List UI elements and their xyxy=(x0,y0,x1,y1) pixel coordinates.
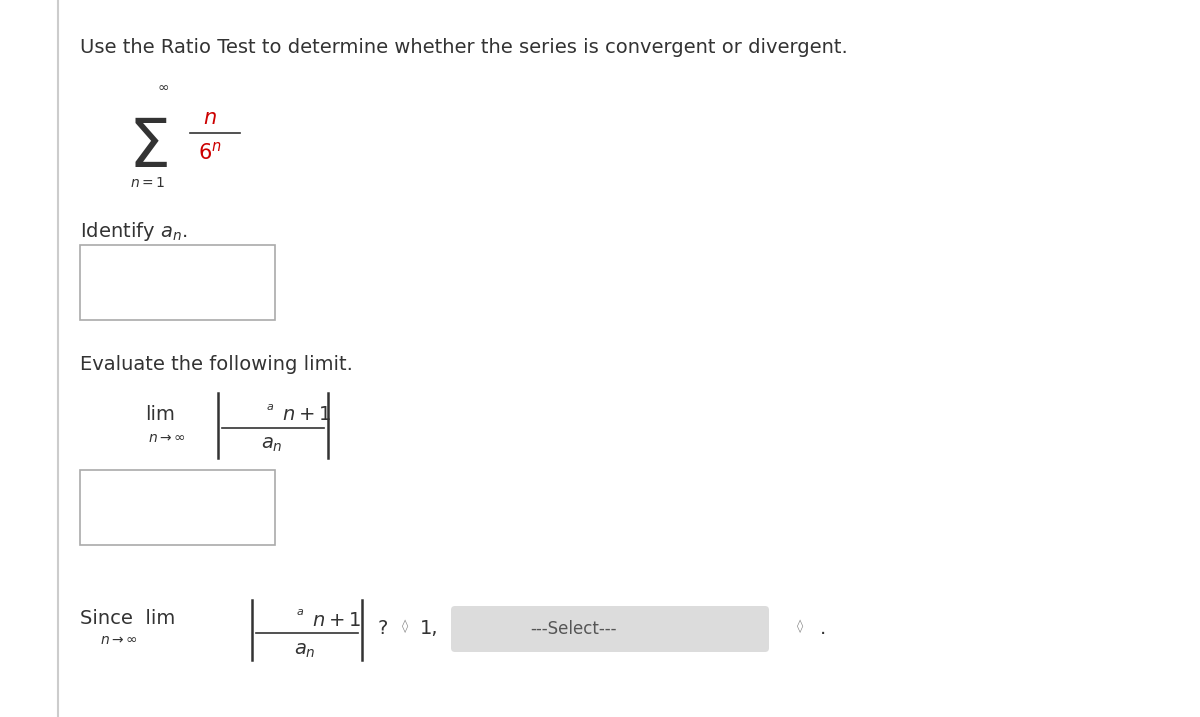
Text: $\infty$: $\infty$ xyxy=(157,80,169,94)
Text: $n = 1$: $n = 1$ xyxy=(130,176,166,190)
Text: $n \rightarrow \infty$: $n \rightarrow \infty$ xyxy=(148,431,186,445)
Text: ◊: ◊ xyxy=(402,619,408,633)
Text: Identify $a_n$.: Identify $a_n$. xyxy=(80,220,187,243)
Text: $n \rightarrow \infty$: $n \rightarrow \infty$ xyxy=(100,633,138,647)
Text: Use the Ratio Test to determine whether the series is convergent or divergent.: Use the Ratio Test to determine whether … xyxy=(80,38,847,57)
Bar xyxy=(80,245,275,320)
Text: ?: ? xyxy=(378,619,389,637)
Text: Evaluate the following limit.: Evaluate the following limit. xyxy=(80,355,353,374)
Text: $n + 1$: $n + 1$ xyxy=(312,610,361,630)
Text: $n + 1$: $n + 1$ xyxy=(282,406,331,424)
Text: ---Select---: ---Select--- xyxy=(530,620,617,638)
Text: lim: lim xyxy=(145,406,175,424)
Text: $a_n$: $a_n$ xyxy=(262,435,283,455)
Text: ◊: ◊ xyxy=(797,619,803,633)
Text: $\mathit{a}$: $\mathit{a}$ xyxy=(296,607,304,617)
Text: $\Sigma$: $\Sigma$ xyxy=(128,115,168,181)
Text: $\mathit{6}^n$: $\mathit{6}^n$ xyxy=(198,141,222,163)
Text: Since  lim: Since lim xyxy=(80,609,175,627)
Text: .: . xyxy=(820,619,827,637)
Bar xyxy=(80,470,275,545)
Text: $n$: $n$ xyxy=(203,108,217,128)
Text: $\mathit{a}$: $\mathit{a}$ xyxy=(266,402,274,412)
Text: $a_n$: $a_n$ xyxy=(294,640,316,660)
Text: 1,: 1, xyxy=(420,619,438,637)
FancyBboxPatch shape xyxy=(451,606,769,652)
